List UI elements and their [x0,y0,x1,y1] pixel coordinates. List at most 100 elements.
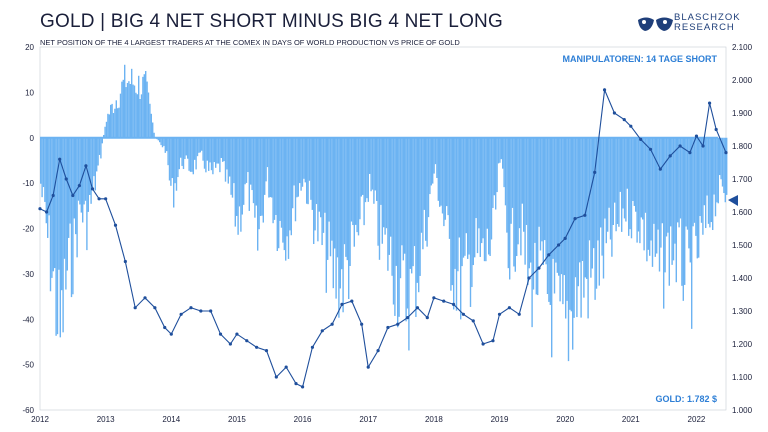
position-bar [63,137,66,259]
position-bar [324,137,326,213]
position-bar [198,137,200,153]
position-bar [563,137,565,276]
position-bar [629,137,631,230]
position-bar [317,137,319,242]
price-point [537,266,541,270]
position-bar [293,137,295,186]
position-bar [371,137,374,190]
left-axis: 20 10 0 -10 -20 -30 -40 -50 -60 [22,43,34,415]
position-bar [166,137,168,152]
position-bar [58,137,60,270]
x-tick-label: 2018 [425,415,443,424]
position-bar [674,137,676,244]
price-point [153,306,157,310]
position-bar [322,137,325,233]
position-bar [426,137,428,247]
position-bar [349,137,351,266]
position-bar [110,104,112,138]
price-point [432,296,436,300]
position-bar [525,137,528,225]
annotation-top: MANIPULATOREN: 14 TAGE SHORT [562,54,717,64]
position-bar [682,137,684,301]
position-bar [565,137,567,319]
price-point [557,243,561,247]
position-bar [415,137,417,317]
position-bar [469,137,472,307]
position-bar [357,137,360,236]
price-point [658,167,662,171]
position-bar [157,137,159,141]
position-bar [681,137,683,286]
price-point [44,210,49,214]
position-bar [713,137,715,195]
position-bar [607,137,609,232]
position-bar [56,137,59,335]
position-bar [513,137,515,267]
position-bar [394,137,396,316]
position-bar [201,137,203,151]
position-bar [69,137,71,224]
position-bar [503,137,505,188]
price-point [622,118,626,122]
logo-wordmark: BLASCHZOK RESEARCH [674,13,741,33]
position-bar [61,137,63,291]
position-bar [573,137,575,318]
position-bar [574,137,577,278]
position-bar [49,137,52,292]
position-bar [306,137,308,204]
left-tick-label: -40 [22,315,34,324]
price-point [58,157,62,161]
annotation-bottom: GOLD: 1.782 $ [655,394,717,404]
position-bar [80,137,82,213]
position-bar [422,137,424,250]
logo-line-2: RESEARCH [674,22,735,33]
position-bar [257,137,259,251]
position-bar [72,137,74,295]
right-tick-label: 1.100 [732,373,753,382]
position-bar [47,137,49,238]
position-bar [650,137,652,241]
position-bar [259,137,262,216]
position-bar [724,137,726,203]
position-bar [594,137,596,300]
position-bar [657,137,659,230]
x-tick-label: 2015 [228,415,246,424]
position-bar [121,81,123,138]
position-bar [626,137,628,189]
position-bar [370,137,372,192]
position-bar [647,137,649,250]
position-bar [440,137,442,206]
position-bar [646,137,648,262]
position-bar [406,137,409,309]
position-bar [180,137,182,158]
position-bar [300,137,302,191]
position-bar [320,137,322,218]
position-bar [335,137,337,299]
position-bar [538,137,540,227]
position-bar [122,79,124,138]
price-point [235,332,239,336]
position-bar [521,137,523,204]
position-bar [286,137,288,237]
position-bar [192,137,194,175]
position-bar [364,137,367,203]
position-bar [671,137,673,265]
position-bar [395,137,397,266]
position-bar [224,137,227,182]
position-bar [460,137,462,320]
position-bar [558,137,560,276]
position-bar [149,103,151,138]
position-bar [220,137,222,158]
position-bar [48,137,50,216]
position-bar [231,137,234,198]
price-point [701,144,705,148]
position-bar [489,137,491,256]
position-bar [695,137,697,236]
position-bar [254,137,256,218]
position-bar [390,137,392,237]
position-bar [350,137,353,222]
price-point [179,312,183,316]
position-bar [675,137,677,283]
position-bar [279,137,281,221]
left-tick-label: -60 [22,406,34,415]
